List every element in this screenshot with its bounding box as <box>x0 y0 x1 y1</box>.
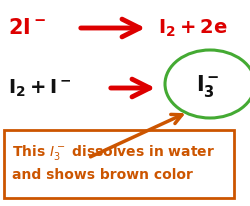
Bar <box>4 130 234 198</box>
Text: and shows brown color: and shows brown color <box>12 168 193 182</box>
Text: This $I_3^-$ dissolves in water: This $I_3^-$ dissolves in water <box>12 143 215 162</box>
Text: $\mathbf{I_2 + 2e}$: $\mathbf{I_2 + 2e}$ <box>158 17 228 39</box>
Text: $\mathbf{I_3^-}$: $\mathbf{I_3^-}$ <box>196 73 220 99</box>
Text: $\mathbf{I_2 + I^-}$: $\mathbf{I_2 + I^-}$ <box>8 77 72 99</box>
Text: $\mathbf{2I^-}$: $\mathbf{2I^-}$ <box>8 18 46 38</box>
Ellipse shape <box>165 50 250 118</box>
